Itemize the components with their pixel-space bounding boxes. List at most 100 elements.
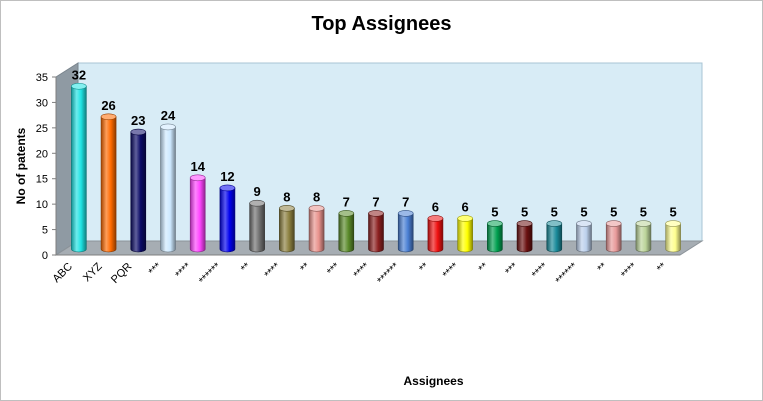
bar-body: [338, 213, 355, 253]
bar-top: [368, 210, 384, 217]
bar: [219, 184, 236, 253]
bar-body: [160, 126, 176, 253]
x-tick-label: ***: [325, 260, 343, 278]
bar-top: [71, 82, 87, 90]
data-label: 5: [491, 205, 498, 220]
data-label: 8: [313, 189, 320, 204]
bar-top: [635, 220, 652, 227]
bar-body: [368, 213, 384, 253]
x-tick-label: ABC: [50, 261, 75, 286]
bar: [100, 113, 117, 253]
data-label: 23: [131, 113, 145, 128]
bar-body: [100, 116, 117, 253]
data-label: 9: [254, 184, 261, 199]
bar-top: [338, 210, 355, 217]
data-label: 5: [580, 205, 587, 220]
y-tick-label: 10: [36, 199, 48, 211]
bar-top: [189, 174, 206, 182]
bar-top: [279, 205, 295, 212]
bar: [635, 220, 652, 253]
bar-body: [71, 85, 87, 253]
bar: [130, 128, 147, 253]
bar-body: [605, 223, 622, 253]
bar: [397, 210, 414, 253]
x-tick-label: **: [417, 260, 432, 275]
data-label: 7: [372, 194, 379, 209]
bar-body: [576, 223, 592, 253]
bar: [308, 205, 325, 253]
data-label: 14: [190, 159, 205, 174]
x-tick-label: ****: [530, 260, 551, 281]
bar-body: [487, 223, 503, 253]
bar: [189, 174, 206, 253]
bar: [71, 82, 87, 253]
y-tick-label: 15: [36, 174, 48, 186]
bar: [605, 220, 622, 253]
y-tick-label: 30: [36, 97, 48, 109]
data-label: 6: [432, 199, 439, 214]
bar-body: [635, 223, 652, 253]
x-tick-label: PQR: [109, 261, 134, 286]
x-tick-label: ****: [262, 260, 283, 281]
bar-top: [130, 128, 147, 136]
data-label: 8: [283, 189, 290, 204]
bar-top: [546, 220, 563, 227]
bar-top: [457, 215, 473, 222]
bar-top: [308, 205, 325, 212]
data-label: 5: [521, 205, 528, 220]
bar: [368, 210, 384, 253]
bar-top: [219, 184, 236, 192]
data-label: 5: [551, 205, 558, 220]
y-tick-label: 35: [36, 72, 48, 84]
data-label: 5: [670, 205, 677, 220]
x-tick-label: XYZ: [81, 260, 105, 284]
bar: [457, 215, 473, 253]
x-tick-label: ******: [553, 260, 580, 287]
bar-body: [308, 208, 325, 253]
bar-top: [576, 220, 592, 227]
y-tick-label: 20: [36, 148, 48, 160]
bar: [576, 220, 592, 253]
bar: [487, 220, 503, 253]
bar-top: [160, 123, 176, 131]
data-label: 7: [402, 194, 409, 209]
bar: [546, 220, 563, 253]
x-tick-label: ***: [503, 260, 521, 278]
x-tick-label: **: [298, 260, 313, 275]
data-label: 26: [101, 98, 115, 113]
x-tick-label: ****: [352, 260, 373, 281]
bar-top: [397, 210, 414, 217]
bar-body: [665, 223, 681, 253]
bar-top: [487, 220, 503, 227]
data-label: 7: [343, 194, 350, 209]
x-tick-label: ****: [441, 260, 462, 281]
bar-body: [457, 218, 473, 253]
bar-body: [397, 213, 414, 253]
y-tick-label: 0: [42, 250, 48, 262]
x-tick-label: ****: [173, 260, 194, 281]
data-label: 6: [462, 199, 469, 214]
bar: [665, 220, 681, 253]
data-label: 32: [72, 67, 86, 82]
x-tick-label: ******: [375, 260, 402, 287]
bar: [160, 123, 176, 253]
bar-body: [427, 218, 444, 253]
bar-body: [219, 187, 236, 253]
chart-title: Top Assignees: [311, 13, 452, 35]
y-tick-label: 5: [42, 225, 48, 237]
x-tick-label: **: [239, 260, 254, 275]
bar-body: [189, 177, 206, 253]
bar-body: [546, 223, 563, 253]
x-tick-label: ******: [197, 260, 224, 287]
x-tick-label: ****: [619, 260, 640, 281]
bar-body: [130, 131, 147, 253]
x-tick-label: ***: [147, 260, 165, 278]
bar-body: [279, 208, 295, 253]
bar-body: [516, 223, 533, 253]
bar-top: [100, 113, 117, 121]
bar: [516, 220, 533, 253]
data-label: 12: [220, 169, 234, 184]
data-label: 5: [610, 205, 617, 220]
bar: [338, 210, 355, 253]
